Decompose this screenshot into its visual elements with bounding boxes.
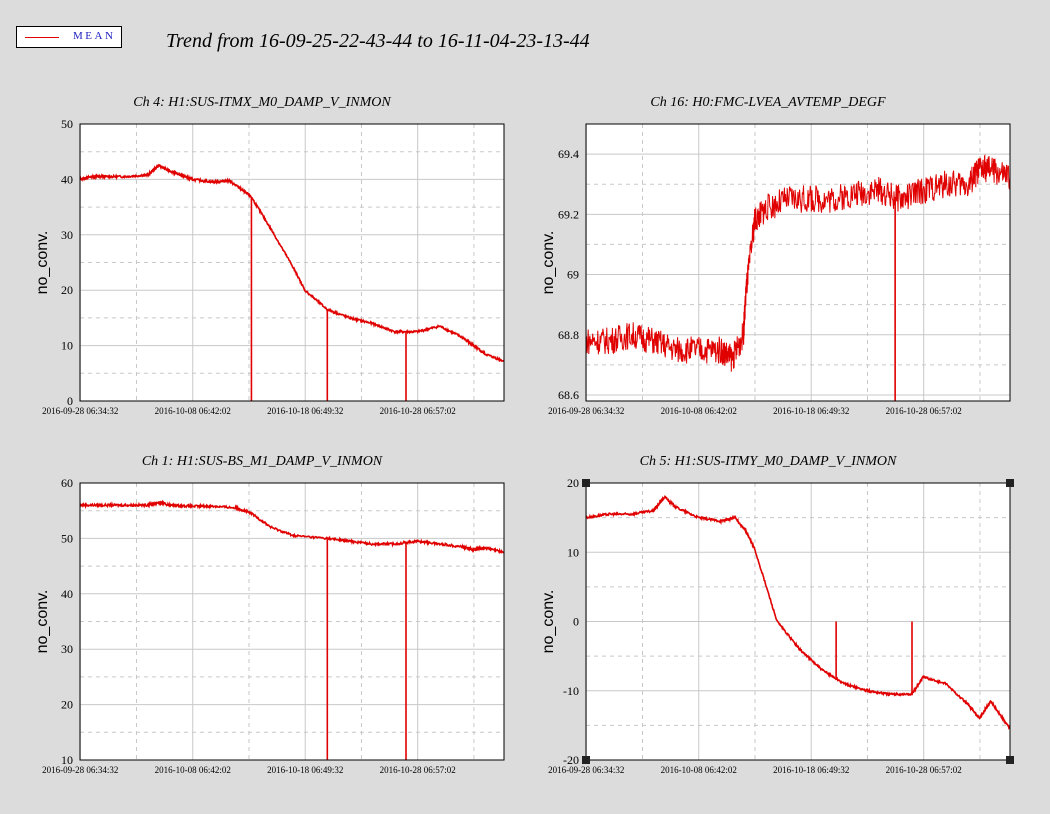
selection-handle[interactable] [1006, 479, 1014, 487]
selection-handle[interactable] [1006, 756, 1014, 764]
y-tick-label: 10 [61, 339, 73, 353]
y-tick-label: 0 [573, 615, 579, 629]
series-line [586, 153, 1010, 372]
plot-area [586, 124, 1010, 401]
x-tick-label: 2016-10-28 06:57:02 [380, 765, 456, 775]
x-tick-label: 2016-10-08 06:42:02 [155, 406, 231, 416]
series-line [80, 163, 504, 363]
selection-handle[interactable] [582, 479, 590, 487]
chart-title: Ch 4: H1:SUS-ITMX_M0_DAMP_V_INMON [133, 95, 391, 110]
x-tick-label: 2016-09-28 06:34:32 [42, 765, 118, 775]
y-tick-label: 68.6 [558, 388, 579, 402]
x-tick-label: 2016-10-08 06:42:02 [661, 765, 737, 775]
x-tick-label: 2016-10-28 06:57:02 [380, 406, 456, 416]
y-axis-label: no_conv. [540, 231, 557, 295]
y-tick-label: 69 [567, 268, 579, 282]
series-group [80, 163, 504, 401]
series-group [586, 153, 1010, 401]
x-tick-label: 2016-09-28 06:34:32 [42, 406, 118, 416]
y-tick-label: -20 [563, 753, 579, 767]
y-tick-label: 30 [61, 642, 73, 656]
legend-line-swatch [25, 37, 59, 38]
x-tick-label: 2016-10-28 06:57:02 [886, 765, 962, 775]
y-axis-label: no_conv. [34, 590, 51, 654]
y-tick-label: 68.8 [558, 328, 579, 342]
y-axis-label: no_conv. [540, 590, 557, 654]
series-group [80, 499, 504, 760]
plot-frame [585, 482, 1011, 761]
x-tick-label: 2016-10-08 06:42:02 [661, 406, 737, 416]
y-tick-label: 40 [61, 172, 73, 186]
main-title: Trend from 16-09-25-22-43-44 to 16-11-04… [166, 30, 590, 52]
y-axis-label: no_conv. [34, 231, 51, 295]
series-line [80, 499, 504, 555]
x-tick-label: 2016-09-28 06:34:32 [548, 406, 624, 416]
plot-frame [79, 123, 505, 402]
x-tick-label: 2016-10-18 06:49:32 [773, 765, 849, 775]
plot-frame [585, 123, 1011, 402]
x-tick-label: 2016-10-18 06:49:32 [267, 765, 343, 775]
chart-ch4: Ch 4: H1:SUS-ITMX_M0_DAMP_V_INMON 0 10 20 30… [34, 95, 505, 416]
chart-title: Ch 1: H1:SUS-BS_M1_DAMP_V_INMON [142, 454, 383, 469]
y-tick-label: 60 [61, 476, 73, 490]
y-tick-label: 10 [61, 753, 73, 767]
legend-label: MEAN [73, 30, 116, 42]
x-tick-label: 2016-10-18 06:49:32 [773, 406, 849, 416]
y-tick-label: 20 [61, 698, 73, 712]
y-tick-label: 10 [567, 545, 579, 559]
chart-ch16: Ch 16: H0:FMC-LVEA_AVTEMP_DEGF 68.6 68.8 69… [540, 95, 1011, 416]
y-tick-label: 69.2 [558, 207, 579, 221]
y-tick-label: 50 [61, 117, 73, 131]
legend: MEAN [16, 26, 122, 48]
y-tick-label: 30 [61, 228, 73, 242]
y-tick-label: 20 [61, 283, 73, 297]
x-tick-label: 2016-10-08 06:42:02 [155, 765, 231, 775]
x-tick-label: 2016-09-28 06:34:32 [548, 765, 624, 775]
plot-frame [79, 482, 505, 761]
chart-ch5: Ch 5: H1:SUS-ITMY_M0_DAMP_V_INMON -20 -10 0… [540, 454, 1014, 775]
chart-title: Ch 16: H0:FMC-LVEA_AVTEMP_DEGF [650, 95, 886, 110]
y-tick-label: 20 [567, 476, 579, 490]
series-group [586, 495, 1010, 731]
chart-ch1: Ch 1: H1:SUS-BS_M1_DAMP_V_INMON 10 20 30 40 5… [34, 454, 505, 775]
x-tick-label: 2016-10-18 06:49:32 [267, 406, 343, 416]
y-tick-label: 0 [67, 394, 73, 408]
x-tick-label: 2016-10-28 06:57:02 [886, 406, 962, 416]
y-tick-label: 40 [61, 587, 73, 601]
y-tick-label: 50 [61, 531, 73, 545]
y-tick-label: -10 [563, 684, 579, 698]
series-line [586, 495, 1010, 731]
chart-title: Ch 5: H1:SUS-ITMY_M0_DAMP_V_INMON [640, 454, 897, 469]
selection-handle[interactable] [582, 756, 590, 764]
y-tick-label: 69.4 [558, 147, 579, 161]
